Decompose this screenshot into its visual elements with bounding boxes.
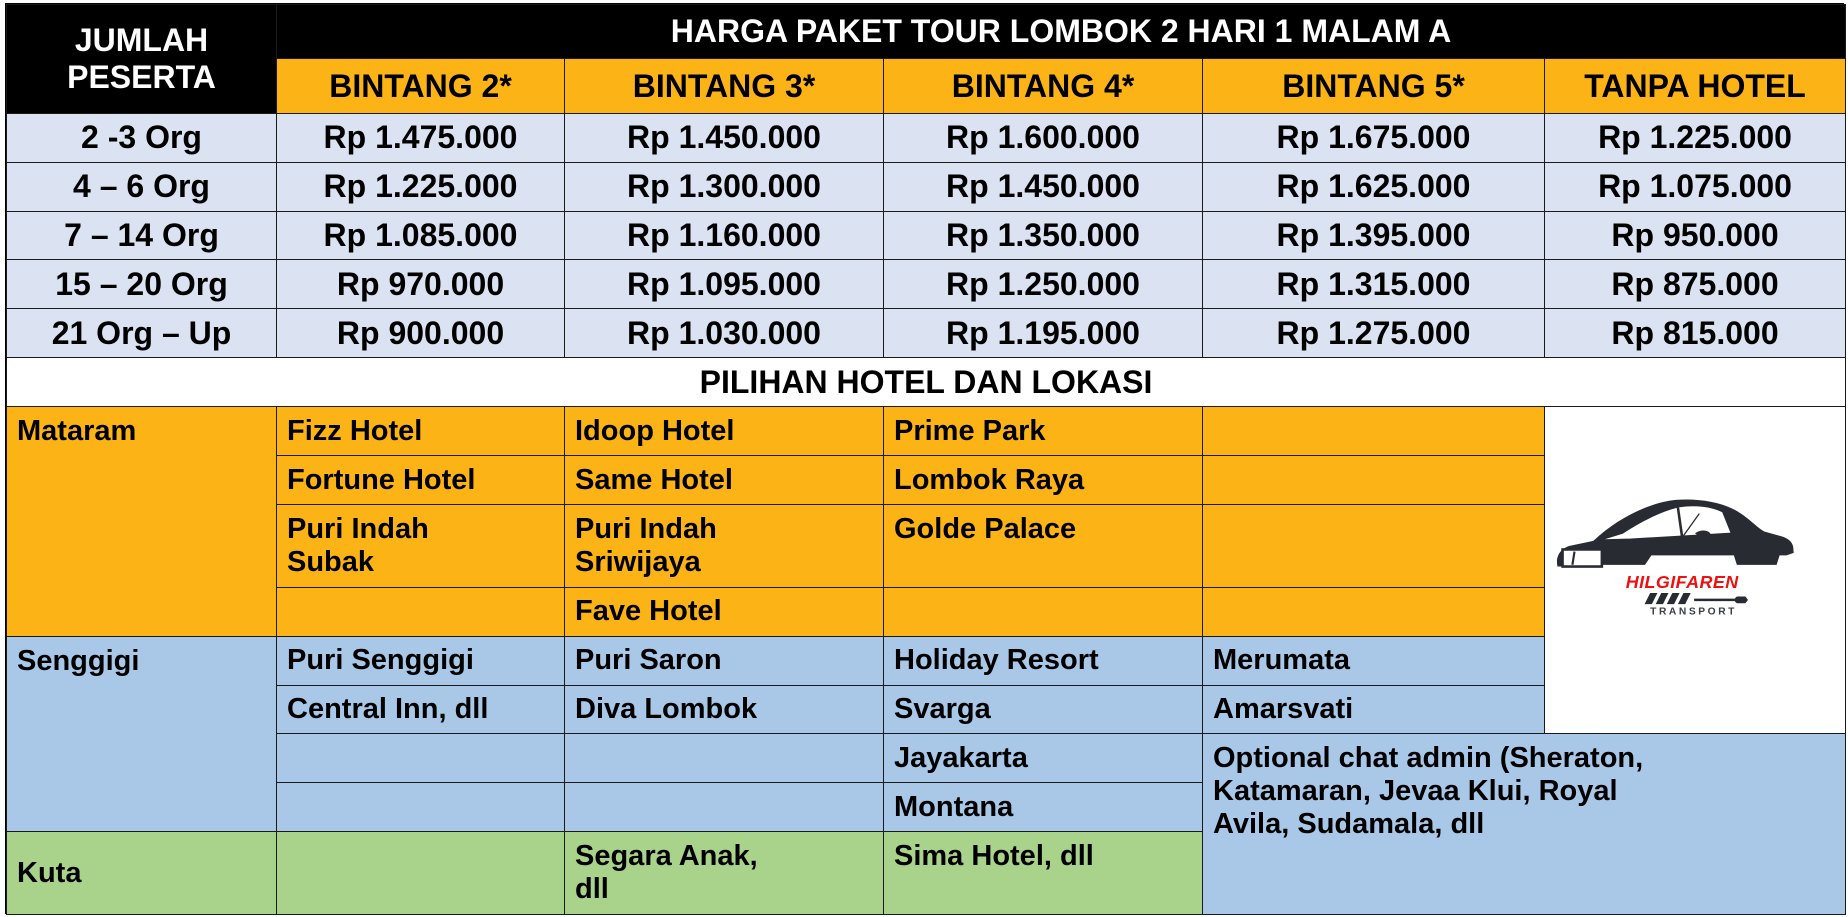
svg-text:HILGIFAREN: HILGIFAREN xyxy=(1626,572,1740,592)
svg-text:TRANSPORT: TRANSPORT xyxy=(1650,607,1737,618)
